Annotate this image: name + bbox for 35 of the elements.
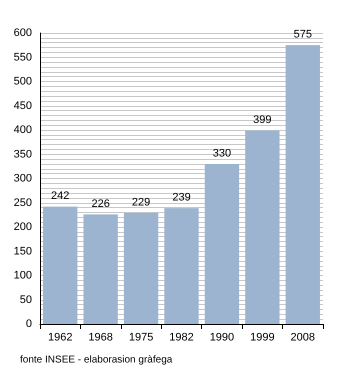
y-tick-label: 600 xyxy=(14,27,32,39)
data-label: 399 xyxy=(253,114,272,126)
y-tick-label: 350 xyxy=(14,148,32,160)
bar xyxy=(83,214,118,324)
bar xyxy=(204,164,240,324)
data-label: 229 xyxy=(132,196,150,208)
data-label: 575 xyxy=(294,28,312,41)
source-note: fonte INSEE - elaborasion gràfega xyxy=(20,354,173,366)
x-tick-label: 1968 xyxy=(88,332,113,344)
x-tick-label: 1962 xyxy=(48,332,72,344)
x-tick-label: 1999 xyxy=(250,332,275,344)
bar xyxy=(43,206,78,324)
x-tick-label: 2008 xyxy=(290,332,316,344)
y-tick-label: 100 xyxy=(14,270,32,282)
bar xyxy=(124,212,158,324)
y-tick-label: 250 xyxy=(14,196,32,209)
data-label: 239 xyxy=(172,192,191,204)
data-label: 330 xyxy=(212,147,232,160)
data-label: 226 xyxy=(91,198,110,210)
y-tick-label: 0 xyxy=(26,318,32,330)
y-tick-label: 450 xyxy=(14,100,32,112)
x-tick-label: 1990 xyxy=(210,332,234,344)
bar xyxy=(164,208,199,324)
bar xyxy=(286,45,320,324)
y-tick-label: 50 xyxy=(20,294,32,306)
y-tick-label: 400 xyxy=(14,124,32,136)
x-tick-label: 1982 xyxy=(169,332,194,344)
bar xyxy=(245,130,280,324)
y-tick-label: 150 xyxy=(14,245,32,258)
y-tick-label: 300 xyxy=(14,172,32,184)
y-tick-label: 500 xyxy=(14,76,32,88)
x-tick-label: 1975 xyxy=(128,332,154,344)
data-label: 242 xyxy=(51,190,70,202)
y-tick-label: 200 xyxy=(14,221,32,233)
y-tick-label: 550 xyxy=(14,51,32,64)
